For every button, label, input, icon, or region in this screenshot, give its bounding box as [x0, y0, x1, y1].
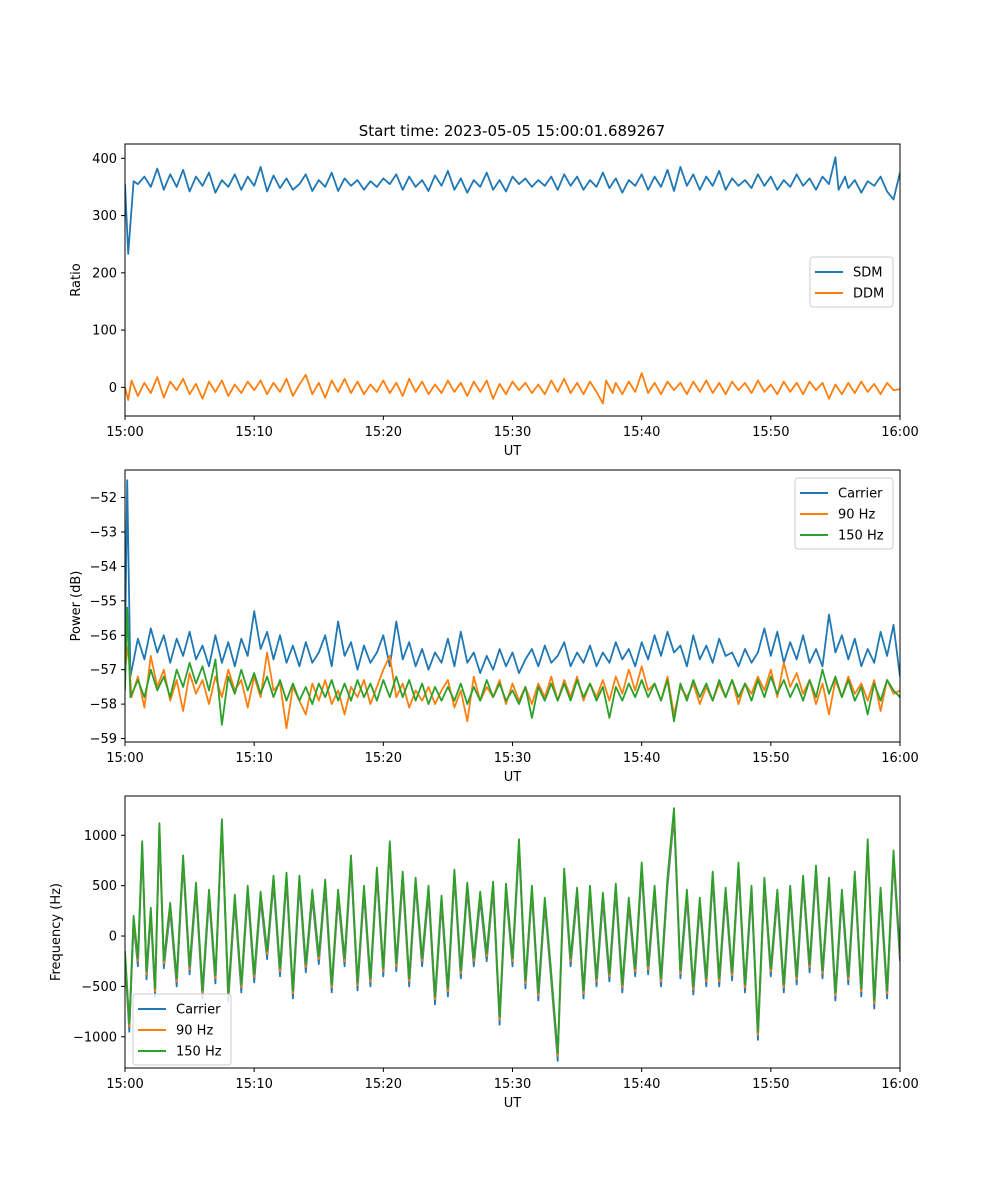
y-tick-label: −52	[90, 491, 117, 506]
x-tick-label: 15:50	[752, 751, 789, 766]
x-tick-label: 15:40	[623, 1077, 660, 1092]
y-tick-label: 0	[109, 930, 117, 945]
legend: Carrier 90 Hz 150 Hz	[132, 993, 232, 1066]
chart-panel-1: 15:00 15:10 15:20 15:30 15:40 15:50 16:00 0 100 2…	[69, 143, 919, 459]
y-tick-label: 200	[92, 266, 117, 281]
x-tick-label: 16:00	[881, 1077, 918, 1092]
x-tick-label: 15:40	[623, 751, 660, 766]
y-tick-label: 0	[109, 381, 117, 396]
x-axis-label: UT	[504, 1096, 522, 1111]
x-tick-label: 15:20	[365, 751, 402, 766]
series-line-ddm	[125, 372, 900, 405]
x-tick-label: 15:20	[365, 425, 402, 440]
series-line-sdm	[125, 156, 900, 255]
legend-label: 150 Hz	[176, 1045, 222, 1060]
panels: 15:00 15:10 15:20 15:30 15:40 15:50 16:00 0 100 2…	[49, 143, 919, 1111]
legend-box	[809, 256, 894, 308]
y-tick-label: 100	[92, 324, 117, 339]
legend-label: 90 Hz	[176, 1024, 213, 1039]
chart-panel-3: 15:00 15:10 15:20 15:30 15:40 15:50 16:00 −1000…	[49, 795, 919, 1111]
y-tick-label: −57	[90, 663, 117, 678]
y-tick-label: −55	[90, 594, 117, 609]
legend-label: 90 Hz	[838, 508, 875, 523]
x-tick-label: 15:10	[235, 1077, 272, 1092]
series-line-150-hz	[125, 807, 900, 1054]
x-tick-label: 16:00	[881, 425, 918, 440]
series-line-90-hz	[125, 644, 900, 730]
y-tick-label: 500	[92, 879, 117, 894]
legend-box	[132, 993, 232, 1066]
chart-panel-2: 15:00 15:10 15:20 15:30 15:40 15:50 16:00 −59 −5…	[69, 469, 919, 785]
legend-label: Carrier	[176, 1003, 221, 1018]
x-tick-label: 15:40	[623, 425, 660, 440]
y-tick-label: −1000	[73, 1030, 117, 1045]
x-tick-label: 15:00	[106, 751, 143, 766]
legend-label: Carrier	[838, 487, 883, 502]
y-tick-label: −58	[90, 698, 117, 713]
legend: Carrier 90 Hz 150 Hz	[794, 477, 894, 550]
y-tick-label: 400	[92, 152, 117, 167]
x-tick-label: 15:00	[106, 425, 143, 440]
y-axis-label: Frequency (Hz)	[49, 883, 64, 981]
y-tick-label: 300	[92, 209, 117, 224]
series-line-150-hz	[125, 606, 900, 726]
x-tick-label: 15:50	[752, 425, 789, 440]
x-tick-label: 15:10	[235, 425, 272, 440]
x-axis-label: UT	[504, 444, 522, 459]
y-tick-label: 1000	[84, 829, 117, 844]
x-tick-label: 15:00	[106, 1077, 143, 1092]
y-axis-label: Power (dB)	[69, 571, 84, 642]
y-tick-label: −56	[90, 629, 117, 644]
x-tick-label: 15:30	[494, 1077, 531, 1092]
x-tick-label: 16:00	[881, 751, 918, 766]
y-tick-label: −54	[90, 560, 117, 575]
legend-label: SDM	[853, 266, 882, 281]
legend-label: 150 Hz	[838, 529, 884, 544]
x-tick-label: 15:30	[494, 751, 531, 766]
y-tick-label: −500	[81, 980, 117, 995]
figure-title: Start time: 2023-05-05 15:00:01.689267	[359, 122, 665, 140]
x-tick-label: 15:30	[494, 425, 531, 440]
legend-label: DDM	[853, 287, 884, 302]
y-axis-label: Ratio	[69, 263, 84, 296]
x-tick-label: 15:20	[365, 1077, 402, 1092]
x-axis-label: UT	[504, 770, 522, 785]
series-line-carrier	[125, 479, 900, 678]
y-tick-label: −53	[90, 525, 117, 540]
x-tick-label: 15:50	[752, 1077, 789, 1092]
legend-box	[794, 477, 894, 550]
x-tick-label: 15:10	[235, 751, 272, 766]
y-tick-label: −59	[90, 732, 117, 747]
legend: SDM DDM	[809, 256, 894, 308]
